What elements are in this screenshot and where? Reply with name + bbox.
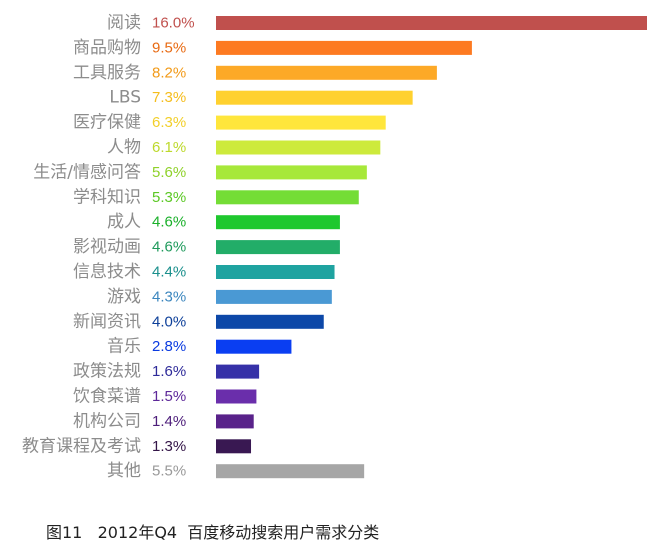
category-label: 医疗保健	[73, 113, 141, 133]
bar	[216, 464, 365, 479]
bar	[216, 265, 335, 279]
value-label: 4.4%	[152, 264, 186, 281]
value-label: 4.6%	[152, 214, 186, 231]
bar	[216, 439, 252, 454]
bar	[216, 364, 260, 379]
value-label: 5.3%	[152, 189, 186, 206]
bar	[216, 314, 324, 329]
category-label: 游戏	[107, 287, 141, 307]
value-label: 8.2%	[152, 64, 186, 81]
bar	[216, 339, 292, 354]
bar	[216, 90, 413, 105]
value-label: 2.8%	[152, 338, 186, 355]
category-label: 其他	[107, 461, 141, 481]
value-label: 7.3%	[152, 89, 186, 106]
category-label: 影视动画	[73, 237, 141, 257]
bar	[216, 240, 340, 255]
value-label: 1.3%	[152, 438, 186, 455]
category-label: 饮食菜谱	[73, 387, 141, 407]
category-label: 成人	[107, 212, 141, 232]
category-label: 人物	[107, 138, 141, 158]
value-label: 1.4%	[152, 413, 186, 430]
category-label: 音乐	[107, 337, 141, 357]
category-label: 教育课程及考试	[22, 436, 141, 456]
value-label: 6.3%	[152, 114, 186, 131]
category-label: 生活/情感问答	[33, 162, 141, 182]
category-label: 工具服务	[73, 63, 141, 83]
category-label: 信息技术	[73, 262, 141, 282]
value-label: 9.5%	[152, 39, 186, 56]
bar	[216, 65, 437, 80]
bar	[216, 289, 332, 304]
value-label: 5.5%	[152, 463, 186, 480]
value-label: 4.6%	[152, 239, 186, 256]
value-label: 1.5%	[152, 388, 186, 405]
value-label: 6.1%	[152, 139, 186, 156]
bar	[216, 190, 359, 205]
bar	[216, 389, 257, 404]
value-label: 1.6%	[152, 363, 186, 380]
figure-caption: 图11 2012年Q4 百度移动搜索用户需求分类	[46, 523, 380, 542]
bar	[216, 16, 647, 30]
bar	[216, 115, 386, 130]
bar	[216, 165, 367, 180]
value-label: 16.0%	[152, 15, 195, 32]
bar	[216, 414, 254, 429]
value-label: 4.3%	[152, 288, 186, 305]
value-label: 4.0%	[152, 313, 186, 330]
category-label: 政策法规	[73, 362, 141, 382]
value-label: 5.6%	[152, 164, 186, 181]
category-label: 机构公司	[73, 411, 141, 431]
category-label: 阅读	[107, 13, 141, 33]
category-label: 学科知识	[73, 187, 141, 207]
bar	[216, 215, 340, 230]
bar	[216, 140, 381, 155]
category-label: 新闻资讯	[73, 312, 141, 332]
category-label: 商品购物	[73, 38, 141, 58]
bar	[216, 40, 472, 55]
category-label: LBS	[109, 88, 141, 108]
